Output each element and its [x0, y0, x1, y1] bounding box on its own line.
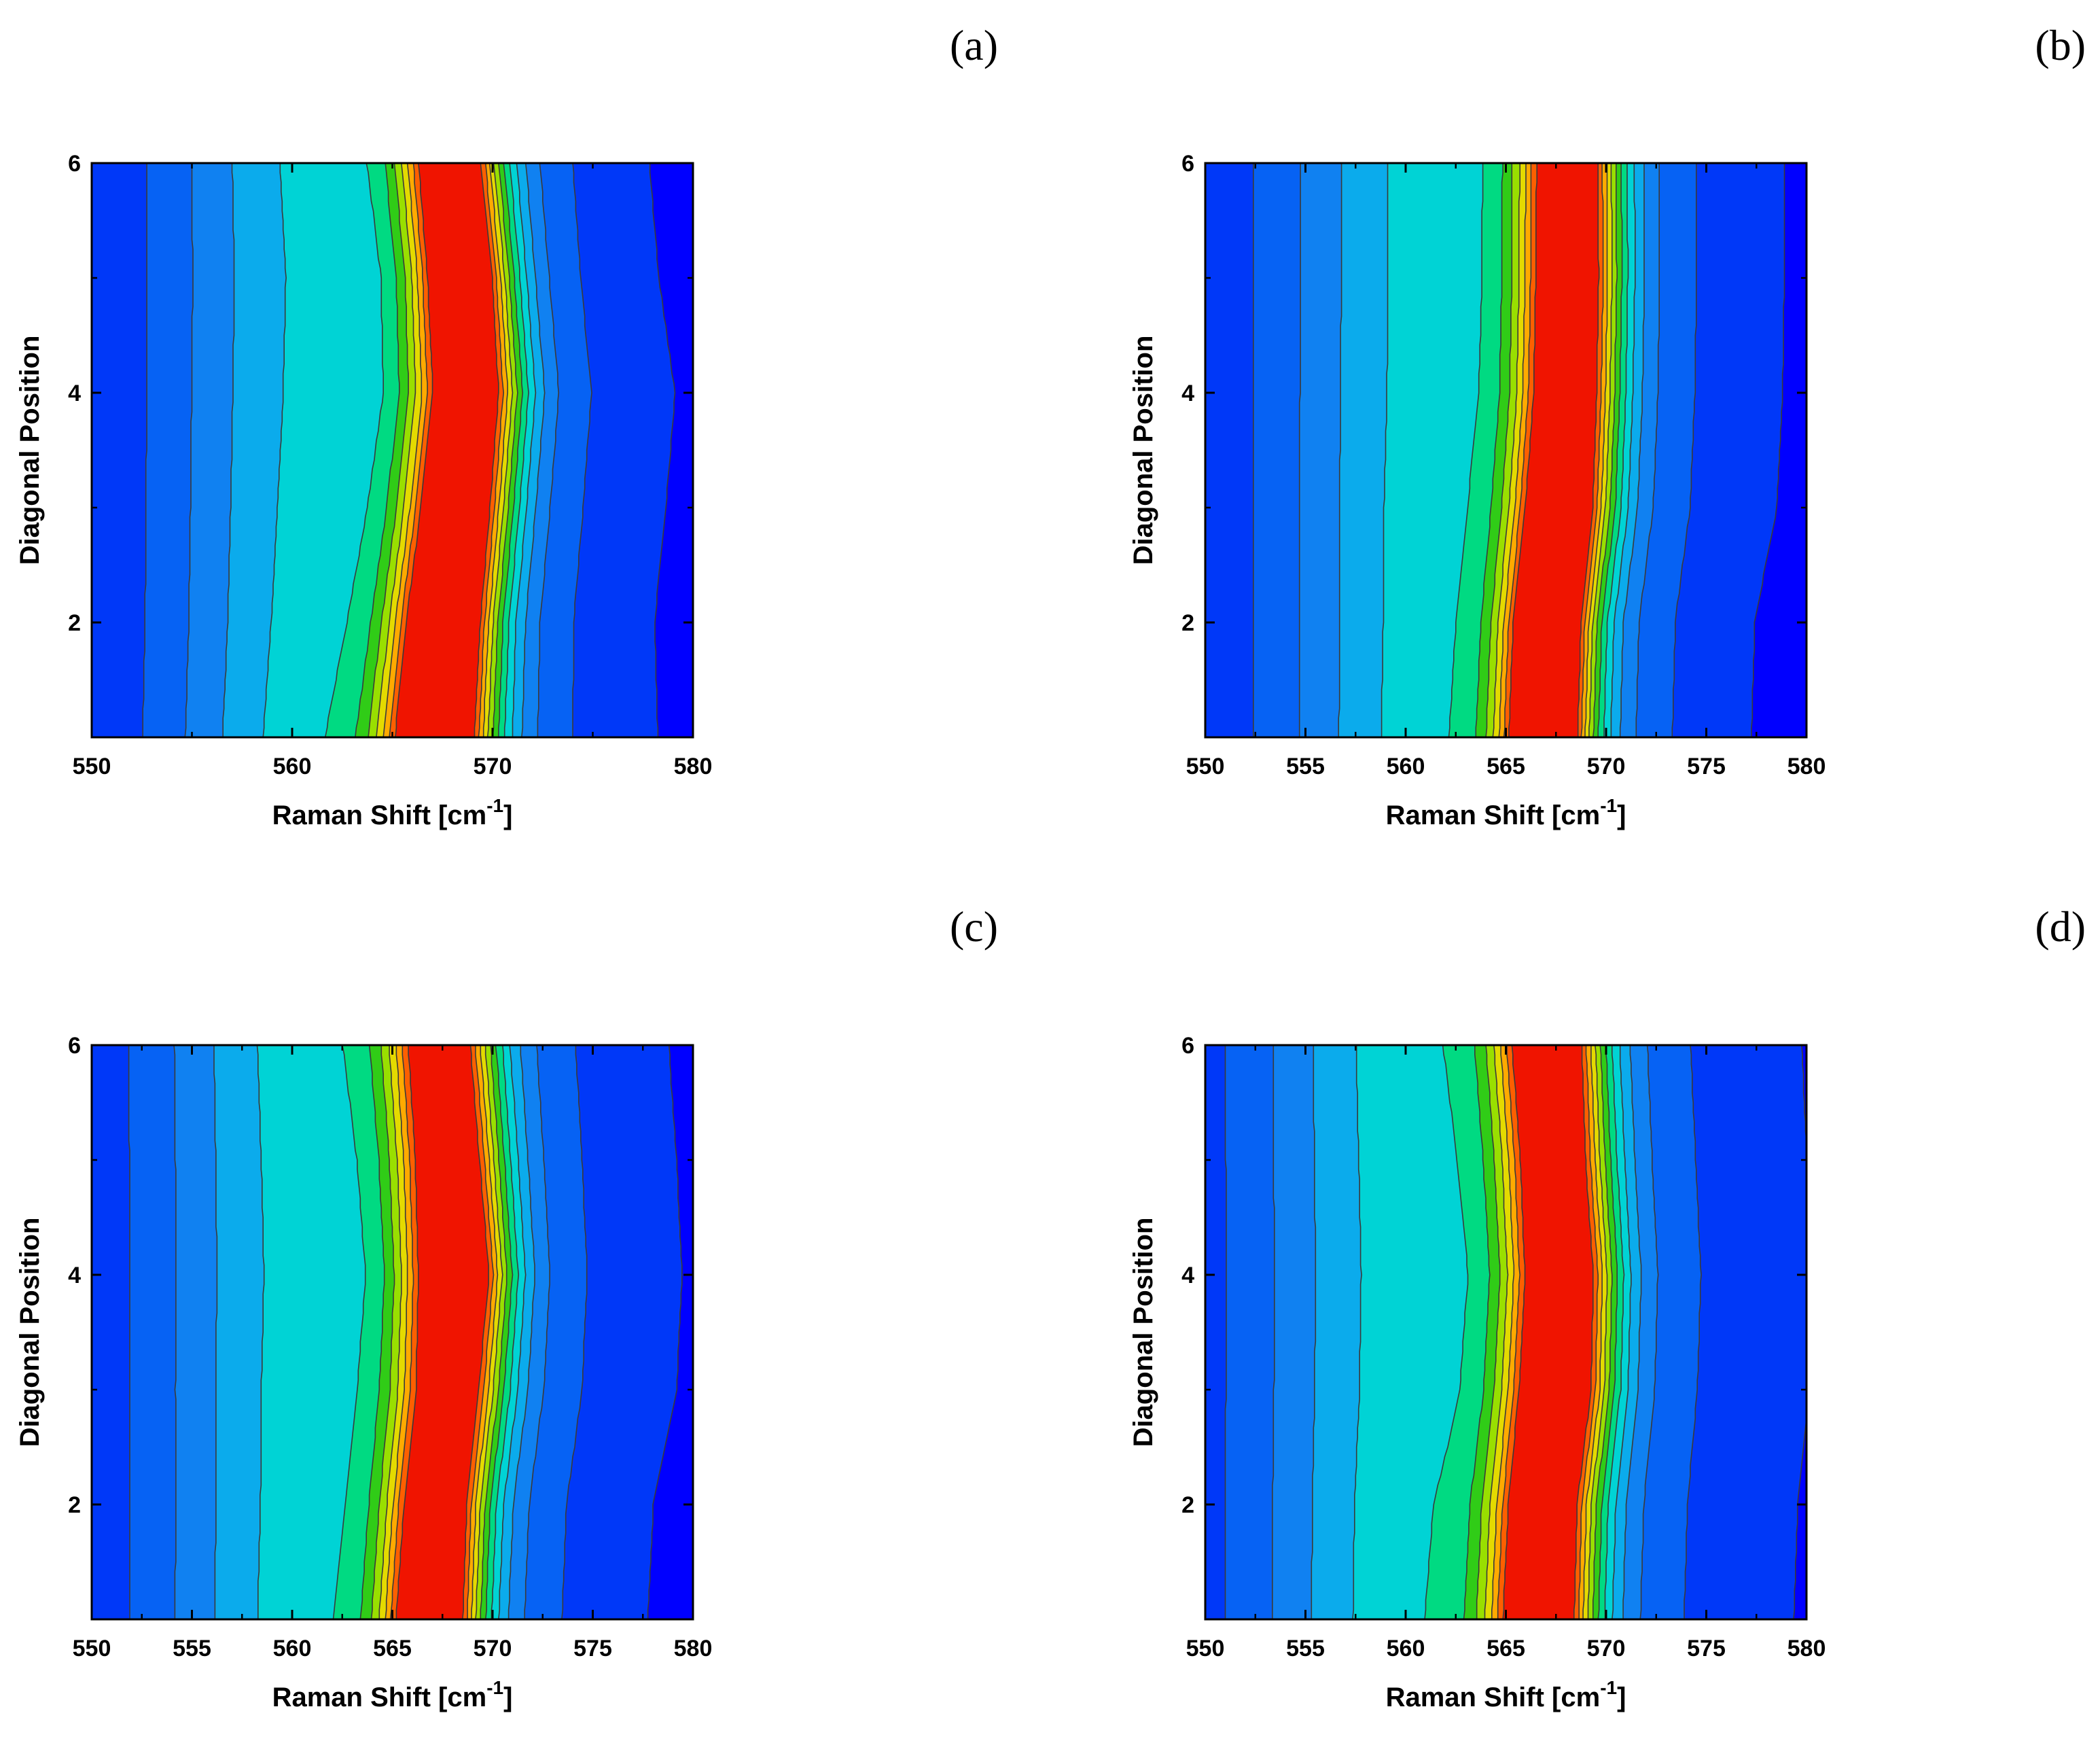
y-axis-label: Diagonal Position [1128, 336, 1158, 565]
x-axis-label-superscript: -1 [1600, 795, 1617, 816]
panel-label: (b) [2035, 21, 2086, 69]
x-tick-label: 555 [1286, 754, 1325, 779]
contour-level-12 [1508, 163, 1600, 737]
panel-label: (a) [950, 21, 998, 69]
x-tick-label: 560 [1387, 754, 1425, 779]
x-tick-label: 550 [73, 754, 111, 779]
y-tick-label: 2 [1181, 1492, 1194, 1518]
panel-d: 550 555 560 565 570 575 580 2 4 6 Raman Shift [cm-… [1128, 902, 2086, 1712]
y-axis-label: Diagonal Position [15, 1218, 45, 1447]
y-tick-label: 6 [68, 1033, 81, 1059]
x-axis-label: Raman Shift [cm-1] [1386, 795, 1626, 830]
y-tick-label: 6 [68, 151, 81, 177]
x-axis-label-main: Raman Shift [cm [272, 800, 487, 830]
x-tick-label: 575 [1687, 754, 1726, 779]
panel-label: (d) [2035, 902, 2086, 951]
x-tick-label: 580 [674, 754, 713, 779]
x-tick-label: 555 [173, 1636, 211, 1661]
x-tick-label: 570 [474, 1636, 512, 1661]
x-tick-label: 580 [674, 1636, 713, 1661]
x-tick-label: 575 [573, 1636, 612, 1661]
y-tick-label: 2 [1181, 610, 1194, 636]
x-tick-label: 570 [1587, 1636, 1626, 1661]
x-tick-label: 550 [1186, 754, 1225, 779]
contour-level-12 [395, 1045, 489, 1619]
y-tick-label: 2 [68, 610, 81, 636]
y-axis-label: Diagonal Position [15, 336, 45, 565]
x-tick-label: 580 [1787, 1636, 1826, 1661]
x-tick-label: 580 [1787, 754, 1826, 779]
y-axis-label: Diagonal Position [1128, 1218, 1158, 1447]
x-axis-label-suffix: ] [1617, 1683, 1626, 1712]
y-tick-label: 4 [68, 1263, 81, 1288]
x-axis-label: Raman Shift [cm-1] [272, 795, 513, 830]
x-axis-label: Raman Shift [cm-1] [1386, 1677, 1626, 1712]
contour-level-12 [1502, 1045, 1594, 1619]
x-axis-label: Raman Shift [cm-1] [272, 1677, 513, 1712]
y-tick-label: 4 [1181, 1263, 1194, 1288]
x-tick-label: 565 [1487, 754, 1525, 779]
x-axis-label-main: Raman Shift [cm [272, 1683, 487, 1712]
x-axis-label-suffix: ] [503, 800, 512, 830]
contour-map [92, 1045, 693, 1619]
y-tick-label: 2 [68, 1492, 81, 1518]
x-tick-label: 550 [1186, 1636, 1225, 1661]
x-tick-label: 560 [273, 1636, 312, 1661]
x-axis-label-suffix: ] [503, 1683, 512, 1712]
x-tick-label: 560 [273, 754, 312, 779]
contour-map [1205, 163, 1807, 737]
x-tick-label: 565 [373, 1636, 412, 1661]
x-tick-label: 565 [1487, 1636, 1525, 1661]
x-axis-label-superscript: -1 [486, 795, 503, 816]
x-axis-label-main: Raman Shift [cm [1386, 1683, 1601, 1712]
contour-level-12 [395, 163, 499, 737]
x-axis-label-main: Raman Shift [cm [1386, 800, 1601, 830]
x-tick-label: 560 [1387, 1636, 1425, 1661]
y-tick-label: 6 [1181, 151, 1194, 177]
x-tick-label: 570 [1587, 754, 1626, 779]
panel-a: 550 560 570 580 2 4 6 Raman Shift [cm-1] Diagona… [15, 21, 998, 830]
y-tick-label: 6 [1181, 1033, 1194, 1059]
contour-map [92, 163, 693, 737]
x-tick-label: 555 [1286, 1636, 1325, 1661]
panel-label: (c) [950, 902, 998, 951]
x-tick-label: 570 [474, 754, 512, 779]
x-axis-label-suffix: ] [1617, 800, 1626, 830]
x-tick-label: 550 [73, 1636, 111, 1661]
x-axis-label-superscript: -1 [486, 1677, 503, 1698]
y-tick-label: 4 [1181, 381, 1194, 406]
panel-c: 550 555 560 565 570 575 580 2 4 6 Raman Shift [cm-… [15, 902, 998, 1712]
contour-map [1205, 1045, 1807, 1619]
y-tick-label: 4 [68, 381, 81, 406]
panel-b: 550 555 560 565 570 575 580 2 4 6 Raman Shift [cm-… [1128, 21, 2086, 830]
x-axis-label-superscript: -1 [1600, 1677, 1617, 1698]
x-tick-label: 575 [1687, 1636, 1726, 1661]
